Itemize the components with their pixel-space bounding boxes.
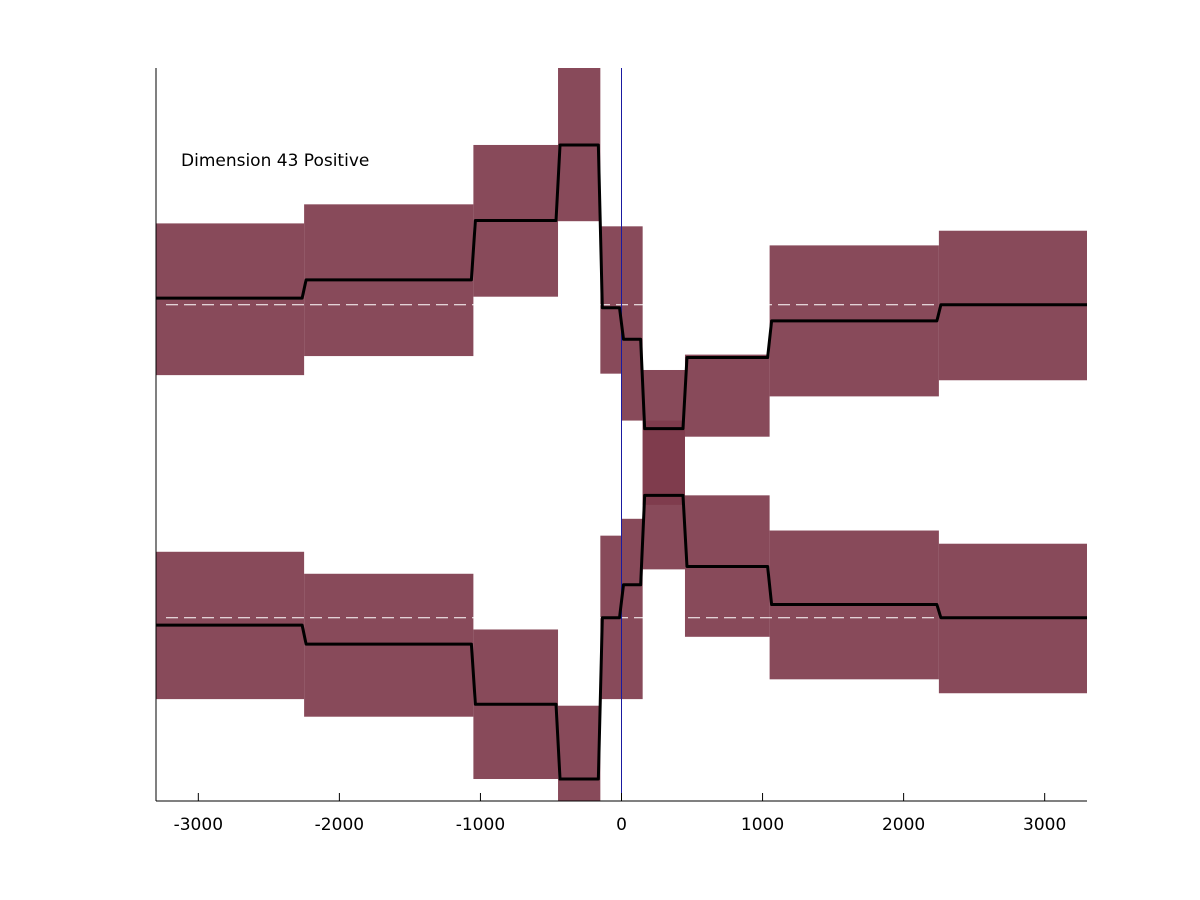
x-tick-label: -1000 bbox=[456, 815, 505, 835]
top-trace-line bbox=[156, 143, 1087, 431]
step-traces bbox=[156, 143, 1087, 781]
x-tick-label: 1000 bbox=[741, 815, 784, 835]
chart-annotation: Dimension 43 Positive bbox=[181, 151, 369, 171]
top-trace-band-5 bbox=[621, 226, 643, 421]
x-tick-label: -2000 bbox=[315, 815, 364, 835]
bottom-trace-line bbox=[156, 493, 1087, 781]
top-trace-band-7 bbox=[684, 354, 770, 437]
x-tick-label: 2000 bbox=[882, 815, 925, 835]
top-trace-band-4 bbox=[600, 226, 622, 374]
x-tick-label: -3000 bbox=[174, 815, 223, 835]
baseline-dashed-lines bbox=[166, 304, 1087, 619]
bottom-trace-band-5 bbox=[621, 518, 643, 700]
x-tick-label: 0 bbox=[616, 815, 627, 835]
x-ticks: -3000 -2000 -1000 0 1000 2000 3000 bbox=[174, 793, 1066, 835]
bottom-trace-band-3 bbox=[558, 705, 601, 801]
x-tick-label: 3000 bbox=[1023, 815, 1066, 835]
